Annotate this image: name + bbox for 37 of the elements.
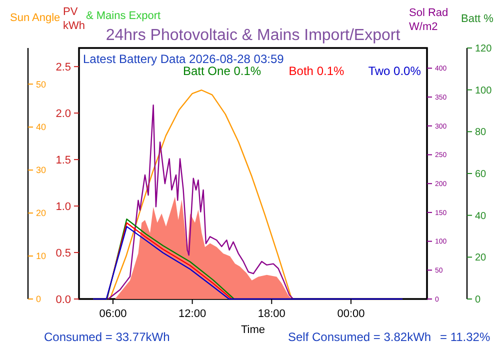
annotation: Latest Battery Data 2026-08-28 03:59: [83, 52, 284, 66]
text: & Mains Export: [86, 10, 161, 22]
y3-tick-label: 20: [475, 252, 487, 264]
y2-axis-title: Sol Rad W/m2: [409, 7, 448, 33]
y-axis-title: Sun Angle: [10, 12, 60, 24]
y-tick-label: 0.5: [56, 247, 71, 260]
y-tick-label: 2.0: [56, 108, 71, 120]
y-tick-label: 0: [36, 294, 42, 304]
y-tick-label: 50: [36, 79, 46, 90]
y3-tick-label: 40: [475, 210, 487, 222]
text: Self Consumed = 3.82kWh: [288, 330, 432, 344]
y3-tick-label: 100: [475, 85, 492, 96]
y3-tick-label: 80: [475, 127, 487, 138]
y3-tick-label: 0: [475, 294, 481, 306]
y3-tick-label: 120: [475, 44, 492, 54]
x-axis-title: Time: [240, 324, 266, 336]
chart-title: 24hrs Photovoltaic & Mains Import/Export: [106, 27, 401, 44]
text: Two 0.0%: [368, 64, 422, 78]
y-tick-label: 1.0: [56, 200, 71, 213]
y-tick-label: 20: [36, 208, 46, 218]
x-tick-label: 00:00: [337, 308, 365, 320]
y-axis-title: PV kWh: [63, 6, 85, 32]
y-tick-label: 40: [36, 122, 46, 132]
y-tick-label: 2.5: [56, 61, 71, 74]
y3-tick-label: 60: [475, 169, 487, 180]
y3-axis-title: Batt %: [461, 13, 494, 25]
y-tick-label: 10: [36, 251, 46, 262]
text: = 11.32%: [440, 330, 490, 344]
y-tick-label: 0.0: [56, 294, 71, 306]
text: Batt One 0.1%: [183, 64, 262, 78]
x-tick-label: 06:00: [99, 308, 127, 320]
y-tick-label: 30: [36, 165, 46, 176]
text: Consumed = 33.77kWh: [44, 330, 170, 344]
text: Both 0.1%: [288, 64, 344, 78]
x-tick-label: 12:00: [178, 308, 206, 320]
x-tick-label: 18:00: [258, 308, 286, 320]
y-tick-label: 1.5: [56, 154, 71, 166]
